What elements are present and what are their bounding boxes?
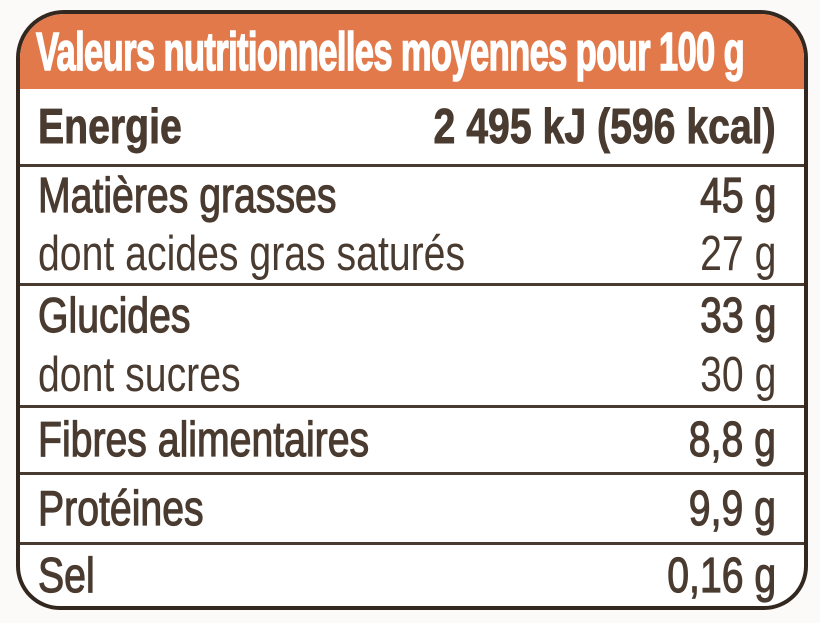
- row-fiber-line: Fibres alimentaires 8,8 g: [20, 412, 804, 468]
- nutrient-value-fat: 45 g: [699, 168, 776, 223]
- nutrient-value-protein: 9,9 g: [688, 481, 776, 536]
- nutrient-value-energy: 2 495 kJ (596 kcal): [433, 99, 776, 154]
- row-salt-line: Sel 0,16 g: [20, 548, 804, 604]
- row-protein: Protéines 9,9 g: [20, 472, 804, 542]
- nutrient-label-energy: Energie: [38, 99, 183, 154]
- nutrition-table: Valeurs nutritionnelles moyennes pour 10…: [16, 10, 808, 610]
- row-energy: Energie 2 495 kJ (596 kcal): [20, 89, 804, 164]
- row-energy-line: Energie 2 495 kJ (596 kcal): [20, 99, 804, 155]
- nutrient-value-carbs: 33 g: [699, 288, 776, 343]
- nutrient-label-fat-saturated: dont acides gras saturés: [38, 227, 466, 281]
- row-protein-line: Protéines 9,9 g: [20, 481, 804, 537]
- nutrient-value-salt: 0,16 g: [667, 548, 777, 603]
- row-fat-saturated: dont acides gras saturés 27 g: [20, 225, 804, 283]
- nutrient-value-sugars: 30 g: [699, 348, 776, 402]
- nutrient-label-sugars: dont sucres: [38, 348, 241, 402]
- row-salt: Sel 0,16 g: [20, 542, 804, 606]
- row-fiber: Fibres alimentaires 8,8 g: [20, 405, 804, 472]
- nutrient-label-fat: Matières grasses: [38, 168, 337, 223]
- row-fat: Matières grasses 45 g: [20, 167, 804, 225]
- nutrient-value-fiber: 8,8 g: [688, 412, 776, 467]
- row-carbs: Glucides 33 g: [20, 287, 804, 346]
- nutrient-value-fat-saturated: 27 g: [699, 227, 776, 281]
- nutrient-label-carbs: Glucides: [38, 288, 191, 343]
- nutrient-label-protein: Protéines: [38, 481, 205, 536]
- row-fat-group: Matières grasses 45 g dont acides gras s…: [20, 164, 804, 283]
- row-carbs-group: Glucides 33 g dont sucres 30 g: [20, 283, 804, 405]
- row-sugars: dont sucres 30 g: [20, 346, 804, 405]
- nutrient-label-fiber: Fibres alimentaires: [38, 412, 370, 467]
- table-title: Valeurs nutritionnelles moyennes pour 10…: [35, 21, 745, 83]
- nutrient-label-salt: Sel: [38, 548, 96, 603]
- table-header: Valeurs nutritionnelles moyennes pour 10…: [20, 14, 804, 89]
